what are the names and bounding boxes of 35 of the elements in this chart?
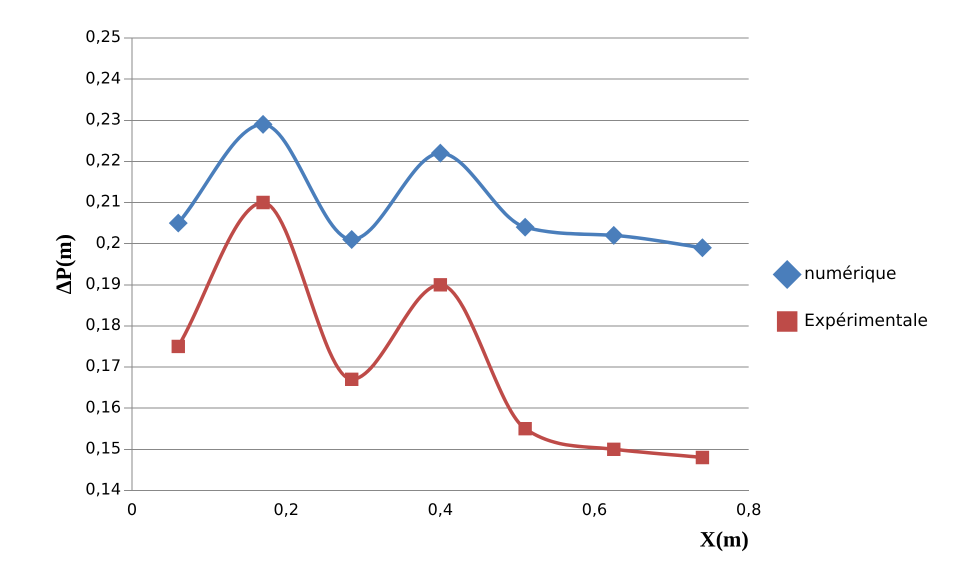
y-tick-label: 0,17 bbox=[85, 356, 122, 376]
y-tick-label: 0,21 bbox=[85, 192, 122, 211]
legend-label: numérique bbox=[804, 264, 896, 284]
point bbox=[170, 214, 188, 232]
legend-label: Expérimentale bbox=[804, 310, 928, 331]
point bbox=[696, 450, 710, 464]
point bbox=[254, 116, 272, 134]
x-tick-label: 0,2 bbox=[273, 500, 299, 520]
x-tick-label: 0,8 bbox=[736, 500, 762, 520]
point bbox=[342, 230, 360, 248]
point bbox=[432, 144, 450, 162]
x-tick-label: 0,6 bbox=[582, 500, 608, 520]
y-tick-label: 0,23 bbox=[85, 109, 122, 128]
point bbox=[516, 218, 534, 236]
point bbox=[345, 372, 358, 386]
y-tick-label: 0,2 bbox=[96, 232, 122, 252]
point bbox=[607, 442, 620, 456]
point bbox=[694, 239, 712, 256]
y-tick-label: 0,15 bbox=[85, 438, 122, 458]
y-axis-title: ΔP(m) bbox=[50, 234, 76, 294]
point bbox=[434, 278, 448, 292]
y-tick-label: 0,14 bbox=[85, 480, 122, 499]
y-tick-label: 0,25 bbox=[85, 27, 122, 46]
point bbox=[518, 422, 532, 436]
point bbox=[256, 196, 270, 210]
y-tick-label: 0,18 bbox=[85, 315, 122, 334]
y-tick-label: 0,19 bbox=[85, 274, 122, 293]
x-tick-label: 0,4 bbox=[428, 500, 454, 520]
y-tick-label: 0,24 bbox=[85, 68, 122, 88]
point bbox=[172, 340, 185, 354]
x-tick-label: 0 bbox=[126, 500, 138, 520]
y-tick-label: 0,22 bbox=[85, 150, 122, 170]
point bbox=[605, 226, 623, 244]
x-axis-title: X(m) bbox=[700, 526, 749, 552]
y-tick-label: 0,16 bbox=[85, 397, 122, 416]
